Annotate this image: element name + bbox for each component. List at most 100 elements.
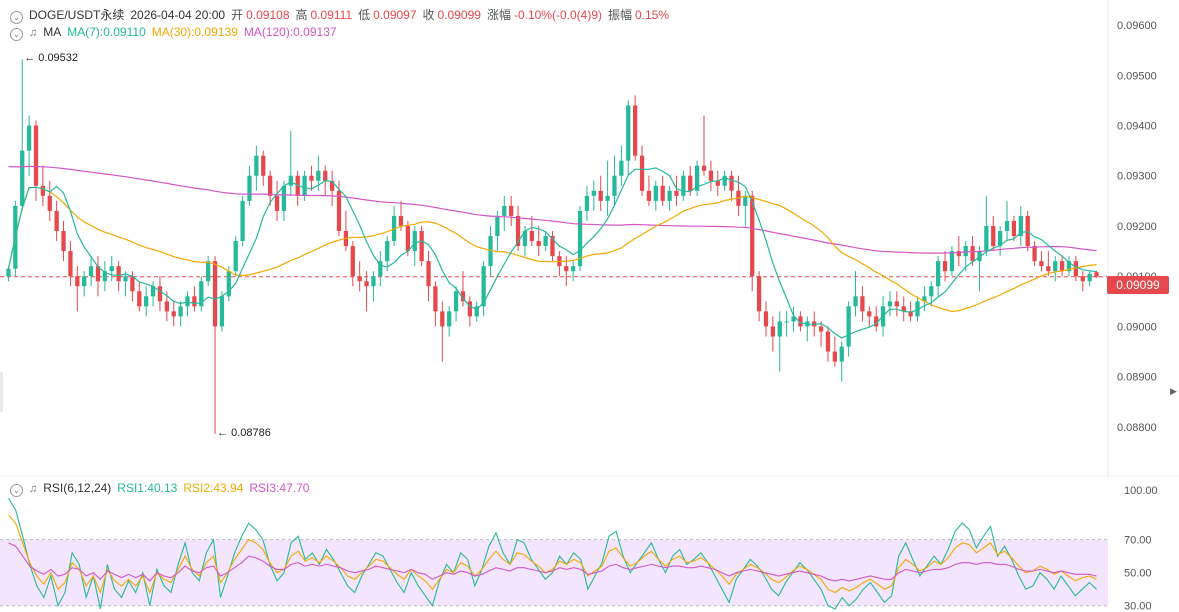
rsi-collapse-icon[interactable]: ⌄ [10, 484, 23, 497]
rsi-legend: ⌄ ♫ RSI(6,12,24) RSI1:40.13 RSI2:43.94 RSI3:4… [10, 481, 315, 497]
candle-body [949, 251, 955, 272]
candle-body [1066, 261, 1072, 272]
candle-body [1046, 266, 1051, 272]
candle-body [708, 170, 714, 181]
candle-body [846, 306, 851, 347]
candle-body [681, 175, 686, 196]
min-price-annotation: ← 0.08786 [217, 427, 271, 439]
rsi3-line [8, 542, 1097, 582]
candle-body [247, 175, 252, 201]
candle-body [433, 286, 438, 312]
rsi2-line [8, 514, 1097, 595]
rsi-tick-label: 70.00 [1124, 535, 1152, 547]
candle-body [357, 276, 362, 282]
candle-body [571, 266, 576, 272]
candle-body [226, 271, 231, 297]
candle-body [646, 190, 652, 201]
amplitude-value: 0.15% [635, 8, 670, 22]
price-tick-label: 0.09200 [1117, 221, 1157, 233]
rsi-tick-label: 100.00 [1124, 485, 1158, 497]
rsi-alert-bell-icon[interactable]: ♫ [29, 483, 38, 495]
candle-body [219, 296, 225, 327]
candle-body [901, 306, 906, 312]
ma7-legend: MA(7):0.09110 [67, 25, 146, 39]
candle-body [626, 105, 631, 161]
candle-body [1025, 215, 1030, 247]
ma-indicator-name[interactable]: MA [43, 25, 62, 39]
candle-body [40, 185, 46, 196]
rsi-axis: 100.00 70.00 50.00 30.00 [1124, 485, 1158, 612]
candle-body [853, 296, 858, 307]
candle-body [178, 306, 183, 317]
candle-body [88, 266, 94, 277]
candle-body [818, 326, 824, 332]
candle-body [922, 296, 927, 302]
close-label: 收 [422, 8, 435, 22]
candle-body [212, 261, 218, 327]
candle-body [281, 185, 287, 211]
ma120-line [8, 165, 1097, 254]
candle-body [150, 286, 156, 297]
candle-body [674, 190, 679, 196]
candle-body [116, 266, 121, 282]
candle-body [295, 175, 300, 196]
candle-body [102, 271, 107, 282]
candle-body [185, 296, 190, 307]
change-label: 涨幅 [486, 8, 511, 22]
candle-body [385, 241, 390, 262]
candle-body [130, 276, 135, 292]
left-scroll-handle[interactable] [0, 372, 3, 412]
rsi-indicator-name[interactable]: RSI(6,12,24) [43, 481, 112, 495]
price-tick-label: 0.09400 [1117, 121, 1157, 133]
ma30-legend: MA(30):0.09139 [151, 25, 238, 39]
scroll-right-icon[interactable]: ▶ [1170, 386, 1177, 396]
candle-body [633, 105, 638, 156]
min-price-label: 0.08786 [231, 426, 271, 439]
candle-body [915, 301, 920, 317]
rsi3-legend: RSI3:47.70 [249, 481, 310, 495]
candle-body [447, 311, 452, 327]
low-label: 低 [358, 8, 371, 22]
candle-body [777, 321, 782, 337]
candle-body [577, 210, 583, 267]
candle-body [274, 195, 280, 211]
ma-collapse-icon[interactable]: ⌄ [10, 28, 23, 41]
candle-body [157, 286, 163, 302]
candle-body [750, 195, 755, 277]
candle-body [405, 225, 411, 252]
candle-body [1080, 276, 1085, 282]
candle-body [1032, 246, 1037, 262]
candle-body [398, 215, 404, 226]
rsi-tick-label: 30.00 [1124, 601, 1152, 612]
candle-body [268, 175, 273, 196]
ma-alert-bell-icon[interactable]: ♫ [29, 27, 38, 39]
candle-body [323, 170, 328, 181]
candle-body [144, 296, 149, 307]
candle-body [1053, 261, 1058, 272]
candle-body [350, 246, 355, 277]
candle-body [460, 291, 466, 302]
symbol-label[interactable]: DOGE/USDT永续 [29, 8, 125, 22]
min-arrow-icon: ← [217, 426, 229, 439]
candle-body [1011, 220, 1017, 237]
candle-body [536, 241, 541, 247]
candle-body [440, 311, 445, 327]
candle-body [1059, 261, 1065, 272]
candle-body [233, 241, 238, 272]
candle-body [564, 266, 569, 272]
candle-body [667, 190, 672, 201]
candle-body [522, 231, 528, 247]
candle-body [963, 246, 968, 257]
candle-body [329, 180, 335, 191]
collapse-toggle-icon[interactable]: ⌄ [10, 11, 23, 24]
candle-body [336, 190, 342, 231]
candle-body [860, 296, 865, 312]
rsi1-line [8, 498, 1097, 610]
candle-body [798, 316, 803, 327]
price-tick-label: 0.09000 [1117, 321, 1157, 333]
candle-body [1004, 220, 1010, 231]
candle-body [378, 261, 383, 277]
candle-body [75, 276, 80, 287]
candle-body [756, 276, 762, 312]
